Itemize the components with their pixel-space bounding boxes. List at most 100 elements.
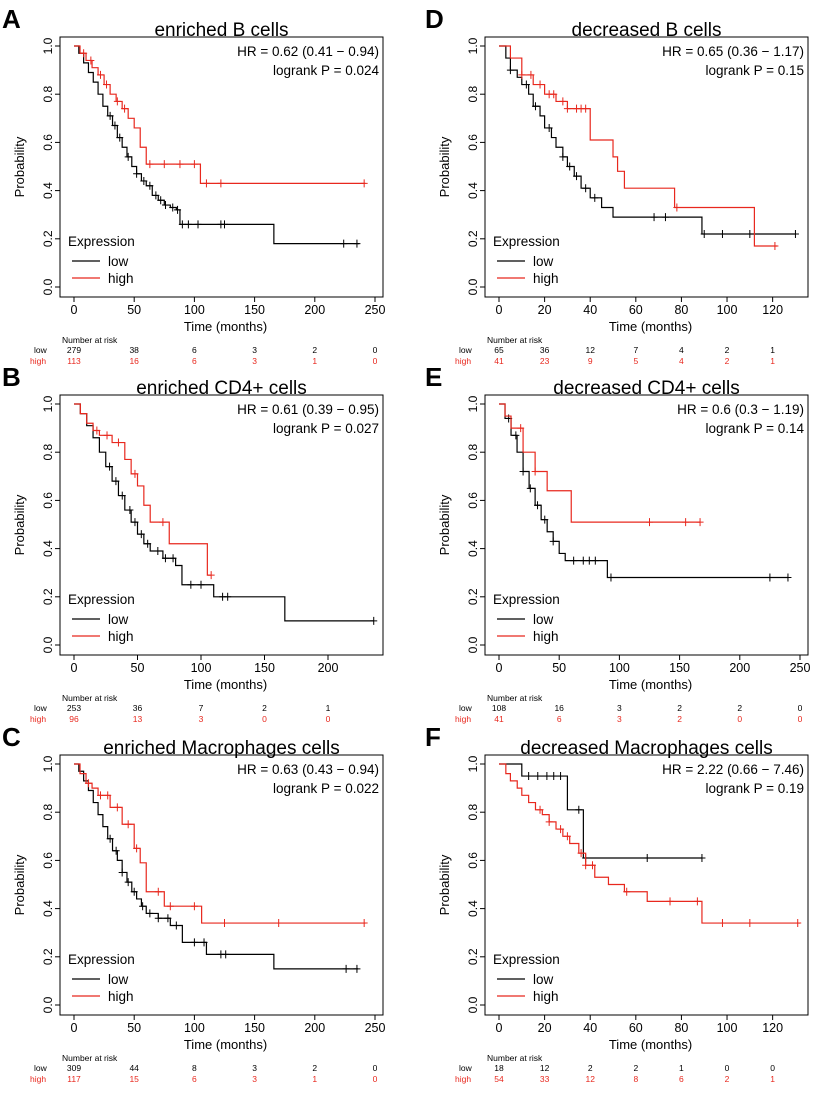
legend-title: Expression (493, 952, 560, 967)
plot-frame (59, 754, 384, 1016)
x-tick-label: 0 (496, 661, 503, 675)
risk-count-low: 3 (252, 345, 257, 355)
x-tick-label: 150 (669, 661, 690, 675)
risk-count-low: 18 (494, 1063, 504, 1073)
censor-mark-low (157, 196, 165, 205)
risk-count-high: 6 (557, 714, 562, 724)
risk-count-low: 0 (770, 1063, 775, 1073)
legend-label-low: low (533, 612, 554, 627)
y-tick-label: 0.8 (466, 86, 480, 103)
plot-frame (59, 36, 384, 298)
censor-mark-high (518, 70, 526, 79)
risk-count-high: 5 (633, 356, 638, 366)
y-axis-label: Probability (12, 136, 27, 197)
risk-count-high: 23 (540, 356, 550, 366)
risk-count-low: 36 (540, 345, 550, 355)
logrank-p: logrank P = 0.027 (273, 421, 379, 436)
y-tick-label: 0.4 (41, 182, 55, 199)
risk-count-low: 16 (554, 703, 564, 713)
censor-mark-low (549, 537, 557, 546)
risk-count-low: 253 (67, 703, 81, 713)
chart-title: decreased Macrophages cells (520, 738, 772, 759)
risk-count-low: 108 (492, 703, 506, 713)
x-tick-label: 50 (131, 661, 145, 675)
censor-mark-low (164, 914, 172, 923)
risk-count-high: 0 (373, 356, 378, 366)
hazard-ratio: HR = 2.22 (0.66 − 7.46) (662, 762, 804, 777)
censor-mark-low (146, 181, 154, 190)
risk-count-low: 1 (679, 1063, 684, 1073)
censor-mark-high (275, 919, 283, 928)
x-tick-label: 0 (496, 303, 503, 317)
censor-mark-high (550, 90, 558, 99)
risk-count-high: 96 (69, 714, 79, 724)
censor-mark-low (661, 213, 669, 222)
censor-mark-high (577, 849, 585, 858)
censor-mark-low (573, 172, 581, 181)
x-tick-label: 20 (538, 1021, 552, 1035)
y-tick-label: 0.4 (41, 540, 55, 557)
survival-curve-high (499, 763, 800, 924)
censor-mark-high (133, 844, 141, 853)
risk-count-low: 2 (312, 1063, 317, 1073)
censor-mark-low (162, 201, 170, 210)
x-tick-label: 150 (244, 303, 265, 317)
y-axis-label: Probability (12, 854, 27, 915)
risk-count-low: 8 (192, 1063, 197, 1073)
x-tick-label: 250 (365, 1021, 386, 1035)
risk-row-label-high: high (455, 1074, 471, 1084)
risk-count-high: 0 (798, 714, 803, 724)
legend-label-low: low (533, 254, 554, 269)
risk-count-low: 3 (252, 1063, 257, 1073)
censor-mark-low (222, 950, 230, 959)
y-tick-label: 0.4 (466, 900, 480, 917)
logrank-p: logrank P = 0.024 (273, 63, 379, 78)
censor-mark-high (563, 832, 571, 841)
risk-table-header: Number at risk (62, 1053, 118, 1063)
censor-mark-low (174, 205, 182, 214)
risk-count-low: 2 (737, 703, 742, 713)
legend-label-high: high (108, 989, 134, 1004)
hazard-ratio: HR = 0.63 (0.43 − 0.94) (237, 762, 379, 777)
censor-mark-high (217, 179, 225, 188)
x-tick-label: 100 (191, 661, 212, 675)
y-tick-label: 0.6 (41, 852, 55, 869)
censor-mark-high (221, 919, 228, 928)
risk-count-high: 41 (494, 714, 504, 724)
risk-count-low: 0 (725, 1063, 730, 1073)
risk-row-label-high: high (455, 714, 471, 724)
censor-mark-high (84, 779, 92, 788)
x-tick-label: 100 (717, 303, 738, 317)
censor-mark-high (87, 56, 95, 65)
risk-count-high: 9 (588, 356, 593, 366)
survival-curve-low (499, 45, 796, 235)
risk-count-high: 54 (494, 1074, 504, 1084)
censor-mark-low (591, 193, 599, 202)
censor-mark-low (575, 805, 583, 814)
censor-mark-high (794, 919, 802, 928)
censor-mark-low (112, 846, 120, 855)
censor-mark-low (124, 878, 132, 887)
censor-mark-high (693, 897, 701, 906)
plot-frame (484, 754, 809, 1016)
risk-count-low: 7 (199, 703, 204, 713)
censor-mark-high (582, 104, 590, 113)
risk-row-label-low: low (34, 345, 48, 355)
risk-count-low: 2 (588, 1063, 593, 1073)
legend-title: Expression (493, 234, 560, 249)
panel-letter: F (425, 722, 441, 752)
risk-count-low: 12 (540, 1063, 550, 1073)
censor-mark-high (114, 438, 122, 447)
censor-mark-high (527, 70, 535, 79)
censor-mark-low (557, 772, 565, 781)
censor-mark-high (682, 518, 690, 527)
panel-letter: A (2, 4, 21, 34)
censor-mark-high (121, 104, 129, 113)
risk-count-low: 0 (373, 1063, 378, 1073)
x-axis-label: Time (months) (184, 677, 267, 692)
risk-count-low: 2 (633, 1063, 638, 1073)
y-tick-label: 1.0 (466, 395, 480, 412)
